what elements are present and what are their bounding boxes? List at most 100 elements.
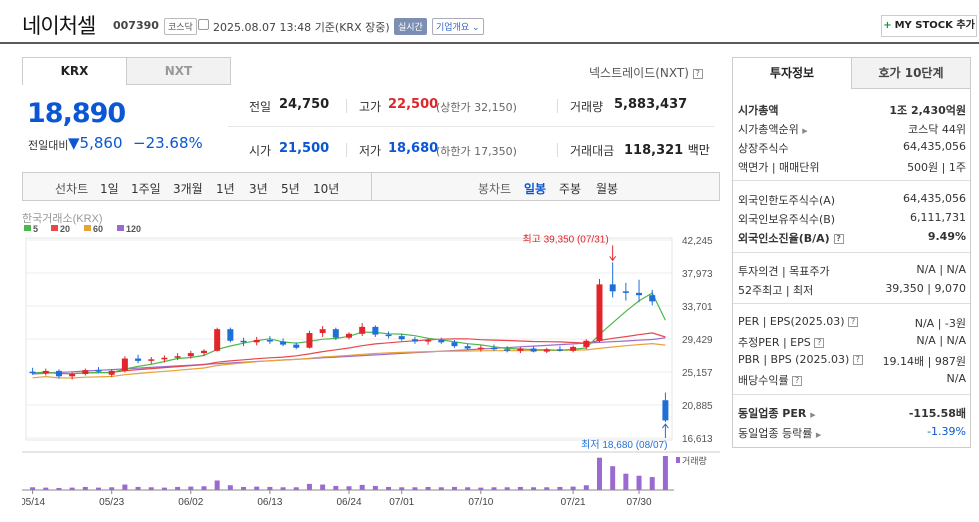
candle-body [451,342,458,347]
volume-bar [280,487,286,490]
prev-close-label: 전일 [249,100,272,114]
help-icon[interactable]: ? [692,68,703,79]
period-1d[interactable]: 1일 [100,182,119,196]
volume-bar [504,487,510,490]
period-10y[interactable]: 10년 [313,182,340,196]
candle-body [214,329,221,351]
bong-weekly[interactable]: 주봉 [559,182,582,196]
divider [228,126,714,127]
volume-bar [122,484,128,490]
candle-body [42,370,49,374]
candle-body [530,348,537,352]
candle-body [543,349,550,352]
candle-body [662,400,669,421]
x-tick-label: 07/10 [468,497,493,508]
legend-label: 120 [126,224,141,234]
volume-bar [56,487,62,490]
clock-icon [198,19,209,30]
volume-bar [227,485,233,490]
volume-bar [557,486,563,490]
tab-invest-info[interactable]: 투자정보 [732,57,852,89]
period-1y[interactable]: 1년 [216,182,235,196]
legend-swatch [24,225,31,231]
period-1w[interactable]: 1주일 [131,182,161,196]
tab-hoga-10[interactable]: 호가 10단계 [851,57,971,89]
volume-legend-label: 거래량 [682,455,707,466]
tab-krx[interactable]: KRX [22,57,127,85]
volume-bar [82,486,88,490]
x-tick-label: 07/01 [389,497,414,508]
lower-limit: (하한가 17,350) [436,145,517,158]
help-icon[interactable]: ? [852,355,863,365]
line-chart-button[interactable]: 선차트 [55,182,89,196]
volume-bar [109,487,115,490]
candle-body [55,370,62,377]
down-arrow-icon: ▼ [68,134,80,152]
my-stock-add-button[interactable]: + MY STOCK 추가 [881,15,977,37]
volume-bar [596,457,602,490]
volume-bar [96,487,102,490]
divider [733,180,970,181]
candle-body [200,350,207,354]
bong-daily[interactable]: 일봉 [524,182,547,196]
candle-body [411,339,418,342]
volume-bar [544,487,550,490]
volume-bar [491,487,497,490]
candle-body [504,349,511,351]
invest-info-panel [732,88,971,448]
plus-icon: + [883,20,892,31]
company-overview-dropdown[interactable]: 기업개요 ⌄ [432,18,484,35]
help-icon[interactable]: ? [814,338,825,348]
candle-body [280,341,287,345]
legend-label: 20 [60,224,70,234]
volume-bar [346,486,352,490]
prev-close-value: 24,750 [279,97,330,112]
bong-monthly[interactable]: 월봉 [596,182,619,196]
candle-body [121,358,128,371]
volume-bar [399,487,405,490]
volume-bar [175,486,181,490]
ma20-line [32,332,666,375]
chevron-right-icon: ▶ [802,127,808,135]
candle-body [556,349,563,351]
volume-bar [241,486,247,490]
candle-body [95,370,102,372]
divider [733,303,970,304]
help-icon[interactable]: ? [848,317,859,327]
amount-value: 118,321 백만 [624,143,710,158]
period-5y[interactable]: 5년 [281,182,300,196]
divider [346,143,347,157]
volume-bar [43,487,49,490]
candle-body [174,356,181,358]
volume-bar [359,484,365,490]
candle-body [346,333,352,338]
tab-nxt[interactable]: NXT [126,57,231,85]
change-label: 전일대비 [28,139,69,152]
period-3m[interactable]: 3개월 [173,182,203,196]
period-3y[interactable]: 3년 [249,182,268,196]
y-tick-label: 42,245 [682,236,713,247]
volume-bar [214,480,220,490]
candle-body [293,344,300,348]
candle-body [570,346,577,351]
help-icon[interactable]: ? [833,234,844,244]
candle-body [609,284,616,292]
y-tick-label: 20,885 [682,401,713,412]
volume-bar [636,475,642,490]
candle-body [649,295,656,302]
realtime-button[interactable]: 실시간 [394,18,427,35]
help-icon[interactable]: ? [792,376,803,386]
candle-body [517,348,524,351]
candle-body [332,329,339,338]
open-value: 21,500 [279,141,330,156]
candle-body [636,292,643,296]
divider [371,173,372,200]
stock-code: 007390 [113,19,159,32]
y-tick-label: 33,701 [682,302,713,313]
volume-legend-swatch [676,457,680,463]
candle-body [266,339,273,342]
nextrade-link[interactable]: 넥스트레이드(NXT) ? [589,64,703,81]
volume-bar [135,486,141,490]
candle-body [438,339,445,343]
candle-body [306,333,313,348]
